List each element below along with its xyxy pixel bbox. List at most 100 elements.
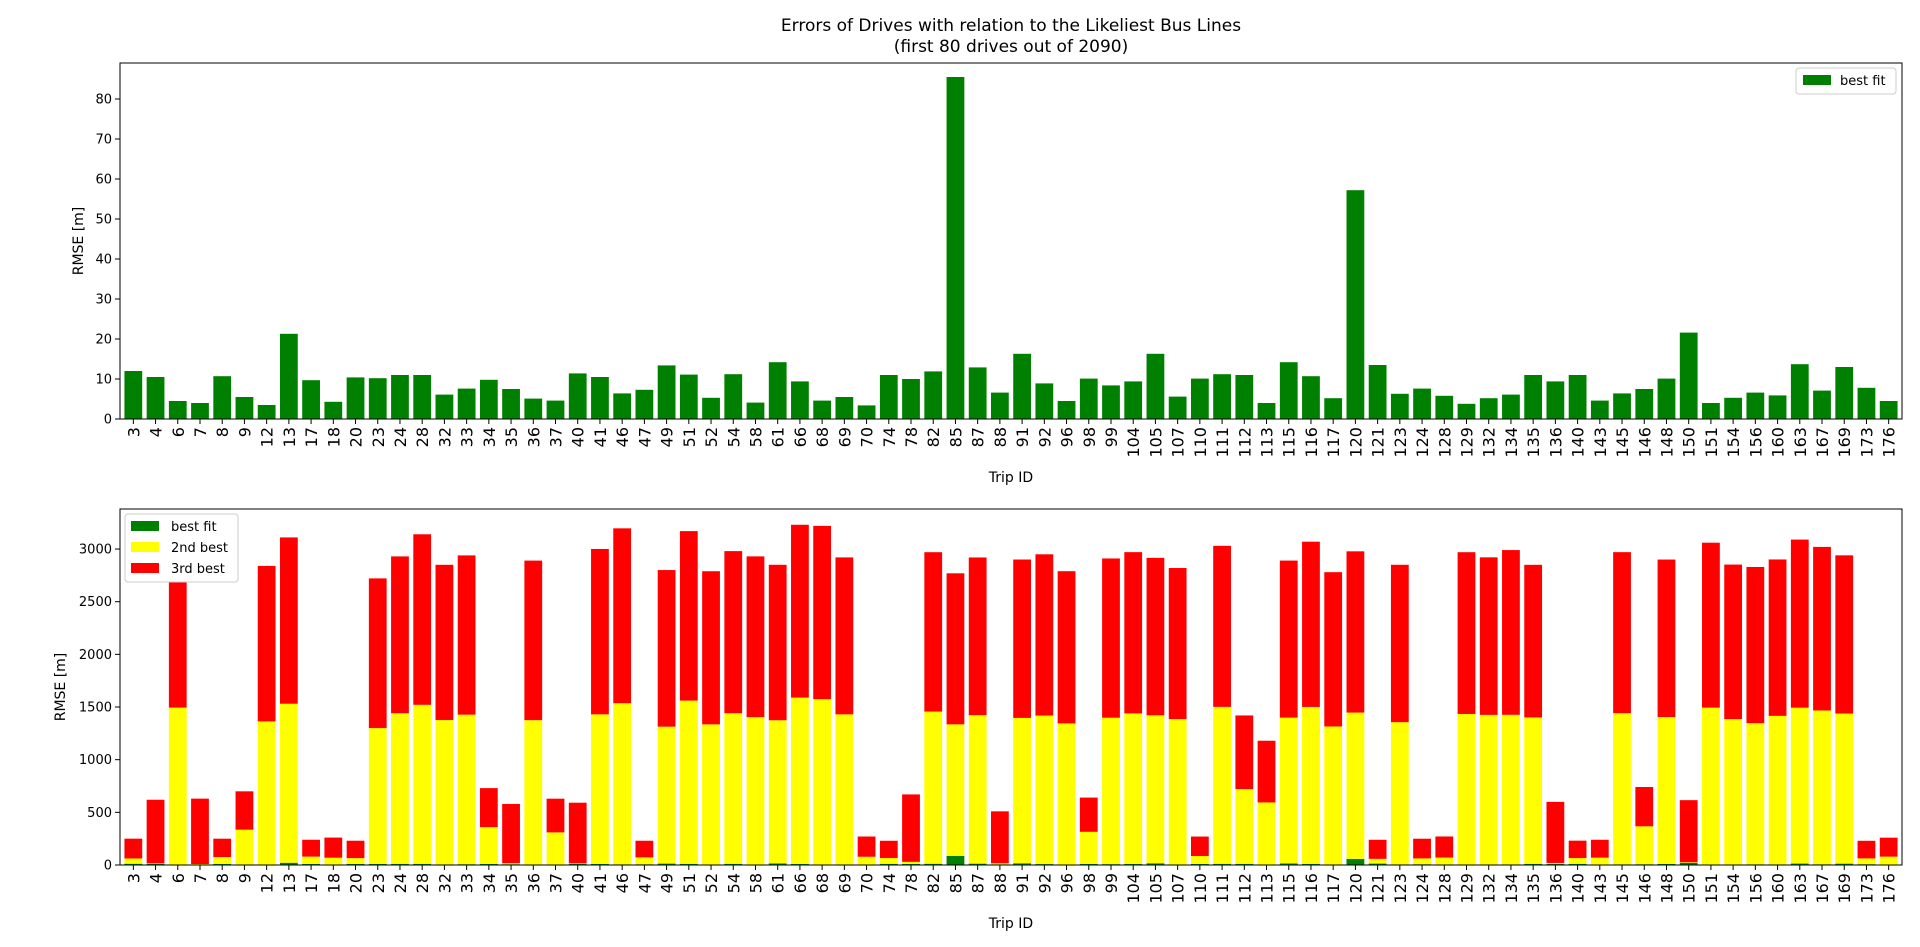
top-axes-frame <box>119 62 1903 420</box>
top-y-tick-label: 60 <box>95 173 112 188</box>
bottom-bar-2nd-best-129 <box>1457 713 1476 865</box>
top-x-tick-label: 87 <box>969 427 988 447</box>
bottom-bar-3rd-best-173 <box>1857 840 1876 859</box>
top-x-tick-label: 34 <box>480 427 499 447</box>
top-bar-best-fit-129 <box>1457 403 1476 419</box>
bottom-x-tick-label: 148 <box>1657 873 1676 904</box>
bottom-bar-3rd-best-7 <box>191 798 209 865</box>
top-x-tick-label: 6 <box>169 427 188 437</box>
top-x-tick-label: 136 <box>1546 427 1565 458</box>
bottom-bar-3rd-best-28 <box>413 534 432 705</box>
top-x-tick-label: 151 <box>1702 427 1721 458</box>
bottom-bar-2nd-best-135 <box>1524 717 1543 864</box>
top-legend-label-best-fit: best fit <box>1840 74 1886 89</box>
bottom-bar-2nd-best-9 <box>235 829 254 865</box>
bottom-bar-best-fit-110 <box>1190 863 1209 865</box>
bottom-bar-best-fit-17 <box>302 863 320 865</box>
bottom-y-axis-label: RMSE [m] <box>53 653 69 722</box>
bottom-bar-best-fit-23 <box>368 863 387 865</box>
top-bar-best-fit-96 <box>1057 401 1076 419</box>
bottom-x-tick-label: 12 <box>258 873 277 893</box>
bottom-bar-3rd-best-66 <box>791 524 809 698</box>
top-bar-best-fit-17 <box>302 380 320 419</box>
bottom-bar-2nd-best-18 <box>324 857 343 865</box>
bottom-x-tick-label: 24 <box>391 873 410 893</box>
top-y-tick-label: 50 <box>95 213 112 228</box>
bottom-bar-2nd-best-98 <box>1079 831 1098 864</box>
bottom-legend: best fit 2nd best 3rd best <box>124 513 239 583</box>
bottom-bar-best-fit-150 <box>1679 862 1698 865</box>
bottom-bar-2nd-best-32 <box>435 720 454 865</box>
top-x-tick-label: 105 <box>1146 427 1165 458</box>
top-x-tick-label: 40 <box>569 427 588 447</box>
bottom-bar-3rd-best-110 <box>1190 836 1209 857</box>
bottom-bar-2nd-best-58 <box>746 717 765 865</box>
bottom-bar-2nd-best-105 <box>1146 715 1165 864</box>
top-bar-best-fit-115 <box>1279 362 1298 419</box>
bottom-bar-2nd-best-6 <box>168 707 187 865</box>
bottom-bar-2nd-best-74 <box>879 858 898 864</box>
bottom-x-tick-label: 34 <box>480 873 499 893</box>
bottom-bar-2nd-best-111 <box>1213 706 1231 864</box>
top-legend: best fit <box>1795 67 1897 95</box>
top-bar-best-fit-41 <box>591 377 609 419</box>
top-x-tick-label: 8 <box>213 427 232 437</box>
bottom-x-tick-label: 51 <box>680 873 699 893</box>
top-y-axis-label: RMSE [m] <box>71 207 87 276</box>
bottom-bar-2nd-best-66 <box>791 697 809 865</box>
bottom-bar-3rd-best-85 <box>946 573 965 725</box>
bottom-bar-2nd-best-156 <box>1746 723 1765 865</box>
bottom-x-tick-label: 35 <box>502 873 521 893</box>
bottom-x-tick-label: 13 <box>280 873 299 893</box>
bottom-bar-3rd-best-136 <box>1546 801 1565 863</box>
top-bar-best-fit-18 <box>324 401 343 419</box>
bottom-x-tick-label: 154 <box>1724 873 1743 904</box>
top-y-tick-label: 10 <box>95 373 112 388</box>
bottom-y-tick-label: 3000 <box>79 543 112 558</box>
top-x-tick-label: 163 <box>1791 427 1810 458</box>
top-bar-best-fit-156 <box>1746 392 1765 419</box>
top-bar-best-fit-154 <box>1724 397 1743 419</box>
top-x-tick-label: 176 <box>1880 427 1899 458</box>
top-bar-best-fit-92 <box>1035 383 1054 419</box>
top-x-tick-label: 70 <box>858 427 877 447</box>
top-x-tick-label: 20 <box>347 427 366 447</box>
top-bar-best-fit-148 <box>1657 378 1676 419</box>
bottom-x-tick-label: 28 <box>413 873 432 893</box>
bottom-bar-3rd-best-8 <box>213 838 232 858</box>
bottom-bar-3rd-best-68 <box>813 525 832 700</box>
chart-title: Errors of Drives with relation to the Li… <box>781 16 1241 36</box>
top-bar-best-fit-69 <box>835 397 854 419</box>
top-bar-best-fit-111 <box>1213 374 1231 419</box>
top-bar-best-fit-32 <box>435 394 454 419</box>
bottom-bar-3rd-best-41 <box>591 548 609 715</box>
bottom-bar-2nd-best-91 <box>1013 717 1031 864</box>
top-y-tick-label: 80 <box>95 93 112 108</box>
bottom-x-tick-label: 160 <box>1769 873 1788 904</box>
bottom-x-tick-label: 87 <box>969 873 988 893</box>
top-bar-best-fit-136 <box>1546 381 1565 419</box>
bottom-bar-3rd-best-163 <box>1790 539 1809 708</box>
bottom-x-tick-label: 33 <box>458 873 477 893</box>
top-y-tick-label: 30 <box>95 293 112 308</box>
bottom-bar-3rd-best-34 <box>479 788 498 828</box>
bottom-x-tick-label: 82 <box>924 873 943 893</box>
top-x-tick-label: 117 <box>1324 427 1343 458</box>
bottom-legend-swatch-3rd-best <box>131 563 159 573</box>
top-bar-best-fit-104 <box>1124 381 1143 419</box>
bottom-x-tick-label: 113 <box>1258 873 1277 904</box>
top-bar-best-fit-54 <box>724 374 743 419</box>
bottom-bar-3rd-best-121 <box>1368 839 1387 859</box>
bottom-bars-group <box>124 524 1898 865</box>
bottom-bar-best-fit-115 <box>1279 863 1298 865</box>
top-bar-best-fit-110 <box>1190 378 1209 419</box>
bottom-x-tick-label: 169 <box>1835 873 1854 904</box>
bottom-bar-3rd-best-111 <box>1213 545 1231 707</box>
bottom-bar-2nd-best-150 <box>1679 862 1698 863</box>
bottom-x-tick-label: 47 <box>635 873 654 893</box>
top-bar-best-fit-143 <box>1590 400 1609 419</box>
bottom-bar-2nd-best-113 <box>1257 802 1276 865</box>
bottom-bar-3rd-best-176 <box>1879 837 1898 857</box>
bottom-bar-3rd-best-129 <box>1457 552 1476 714</box>
